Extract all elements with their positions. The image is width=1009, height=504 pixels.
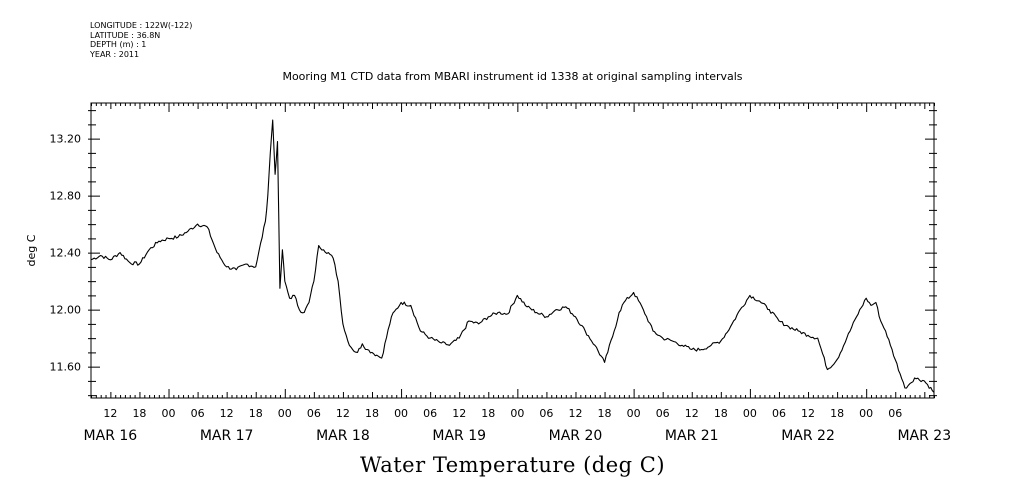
chart-title: Mooring M1 CTD data from MBARI instrumen… (282, 70, 743, 83)
x-hour-label: 06 (423, 407, 437, 420)
plot-frame (90, 102, 935, 399)
y-tick-label: 12.80 (50, 190, 82, 203)
x-hour-label: 12 (452, 407, 466, 420)
y-tick-label: 11.60 (50, 361, 82, 374)
x-hour-label: 06 (307, 407, 321, 420)
x-hour-label: 12 (568, 407, 582, 420)
year-label: YEAR : 2011 (90, 49, 140, 59)
x-day-label: MAR 17 (200, 428, 254, 444)
y-tick-label: 12.40 (50, 247, 82, 260)
x-hour-label: 18 (481, 407, 495, 420)
x-hour-label: 18 (598, 407, 612, 420)
x-hour-label: 18 (249, 407, 263, 420)
y-axis-label: deg C (25, 234, 38, 266)
x-hour-label: 06 (772, 407, 786, 420)
latitude-label: LATITUDE : 36.8N (90, 30, 161, 40)
x-hour-label: 06 (656, 407, 670, 420)
x-hour-label: 18 (830, 407, 844, 420)
x-hour-label: 12 (685, 407, 699, 420)
x-hour-label: 00 (859, 407, 873, 420)
y-tick-label: 13.20 (50, 133, 82, 146)
x-day-label: MAR 20 (549, 428, 603, 444)
x-day-label: MAR 16 (84, 428, 138, 444)
x-hour-label: 12 (103, 407, 117, 420)
x-hour-label: 00 (278, 407, 292, 420)
x-hour-label: 18 (132, 407, 146, 420)
labels-layer: 11.60 12.00 12.40 12.80 13.20 deg C 12 18 00 06 12… (25, 133, 951, 444)
x-day-label: MAR 22 (781, 428, 835, 444)
x-hour-label: 00 (743, 407, 757, 420)
x-hour-label: 00 (627, 407, 641, 420)
temperature-series-line (90, 119, 935, 393)
line-layer (90, 119, 935, 393)
x-hour-label: 00 (510, 407, 524, 420)
depth-label: DEPTH (m) : 1 (90, 40, 147, 49)
x-hour-label: 18 (365, 407, 379, 420)
x-hour-label: 18 (714, 407, 728, 420)
x-day-label: MAR 21 (665, 428, 719, 444)
metadata-block: LONGITUDE : 122W(-122) LATITUDE : 36.8N … (90, 21, 192, 59)
x-hour-label: 06 (539, 407, 553, 420)
x-hour-label: 06 (191, 407, 205, 420)
x-hour-label: 06 (888, 407, 902, 420)
x-hour-label: 00 (394, 407, 408, 420)
footer-label: Water Temperature (deg C) (359, 453, 666, 477)
x-hour-label: 00 (162, 407, 176, 420)
x-day-label: MAR 23 (897, 428, 951, 444)
x-hour-label: 12 (336, 407, 350, 420)
axes-layer (88, 102, 937, 399)
y-tick-label: 12.00 (50, 304, 82, 317)
longitude-label: LONGITUDE : 122W(-122) (90, 21, 193, 30)
x-day-label: MAR 19 (432, 428, 486, 444)
x-hour-label: 12 (801, 407, 815, 420)
x-day-label: MAR 18 (316, 428, 370, 444)
x-hour-label: 12 (220, 407, 234, 420)
